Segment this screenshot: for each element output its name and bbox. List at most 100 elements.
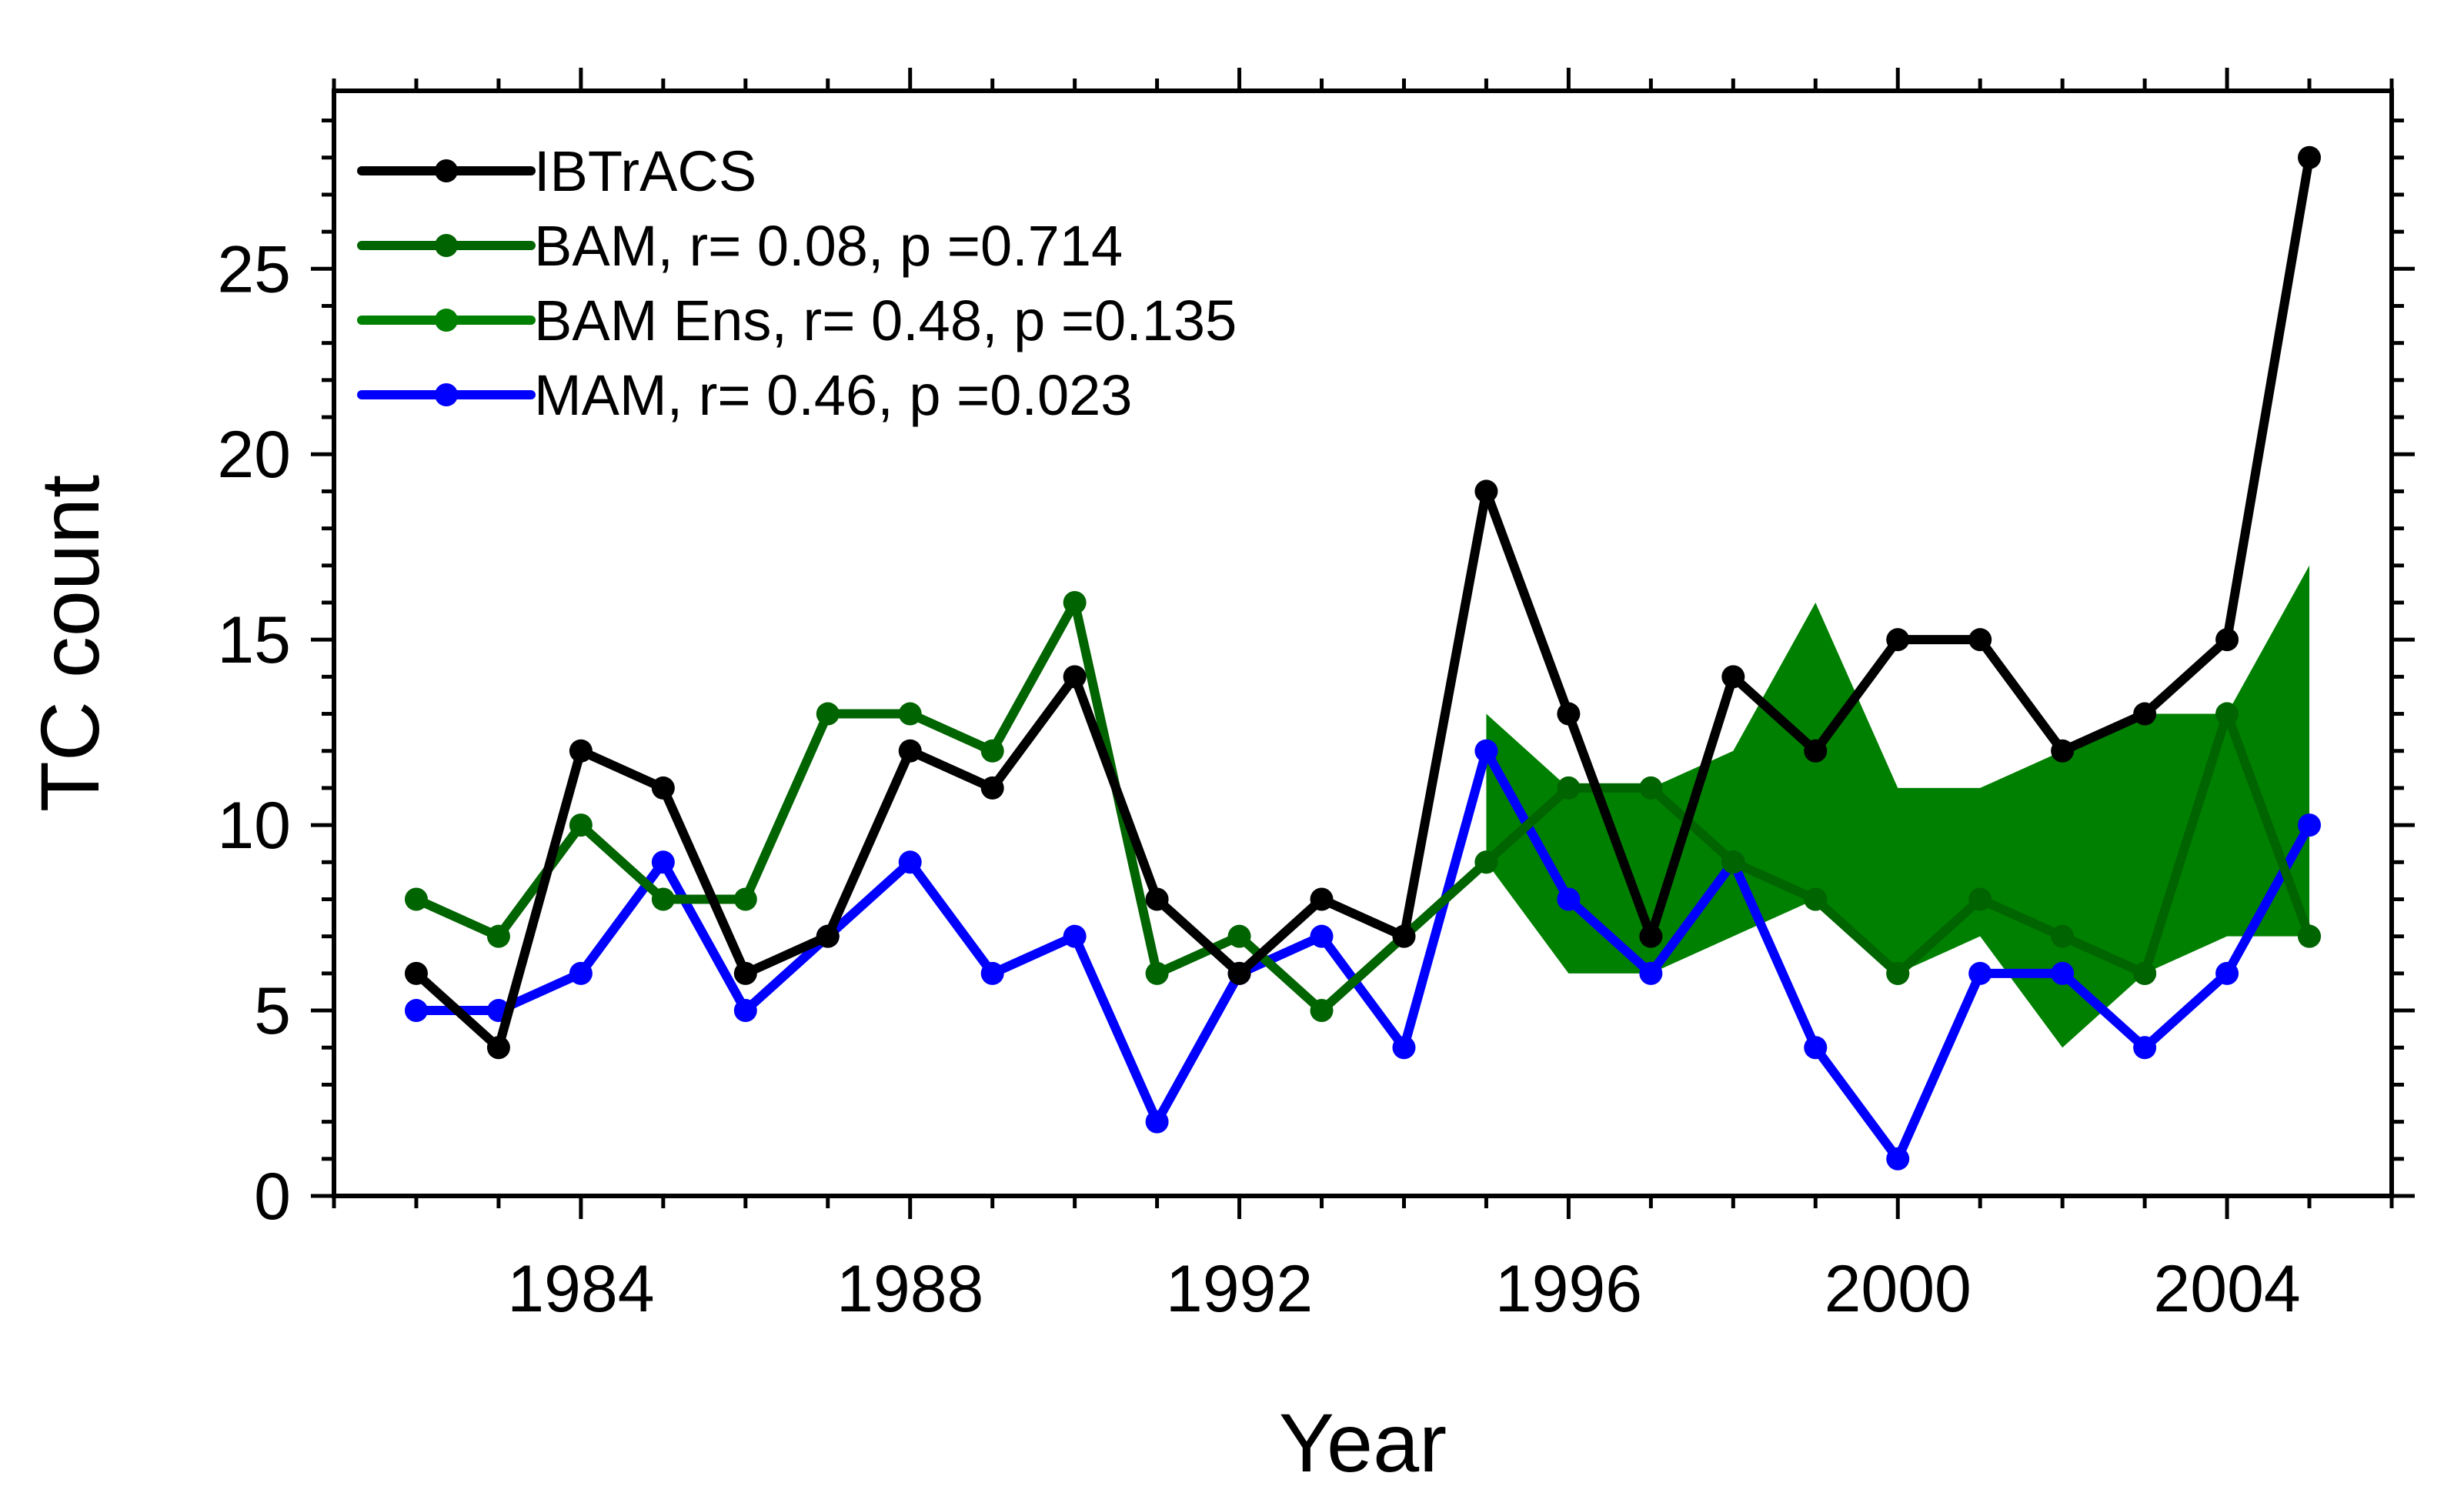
x-axis-title: Year — [1279, 1396, 1447, 1489]
data-point-bam-1996 — [1557, 776, 1581, 800]
data-point-mam-1986 — [733, 999, 757, 1023]
x-tick-label-2004: 2004 — [2153, 1252, 2300, 1326]
series-line-bam — [411, 597, 2315, 1016]
data-point-ibtracs-1992 — [1227, 961, 1251, 985]
legend-item-bam: BAM, r= 0.08, p =0.714 — [357, 214, 1123, 278]
legend-swatch-marker-mam — [435, 383, 458, 406]
data-point-ibtracs-1998 — [1721, 665, 1745, 689]
data-point-ibtracs-1997 — [1639, 924, 1663, 948]
x-tick-label-1984: 1984 — [507, 1252, 654, 1326]
data-point-mam-2005 — [2298, 813, 2322, 837]
data-point-mam-1994 — [1392, 1036, 1416, 1060]
data-point-bam-1983 — [486, 924, 510, 948]
data-point-bam-1991 — [1145, 961, 1169, 985]
data-point-ibtracs-2003 — [2133, 702, 2157, 726]
data-point-mam-2004 — [2215, 961, 2239, 985]
series-ibtracs — [404, 145, 2322, 1060]
data-point-mam-1993 — [1310, 924, 1334, 948]
plot-frame-layer — [332, 89, 2394, 1198]
data-point-ibtracs-1994 — [1392, 924, 1416, 948]
x-tick-label-2000: 2000 — [1825, 1252, 1972, 1326]
data-point-bam-1995 — [1474, 850, 1498, 874]
data-point-bam-2004 — [2215, 702, 2239, 726]
data-point-ibtracs-1995 — [1474, 479, 1498, 503]
data-point-bam-2005 — [2298, 924, 2322, 948]
data-point-mam-1985 — [651, 850, 675, 874]
x-tick-label-1988: 1988 — [836, 1252, 983, 1326]
plot-frame — [332, 89, 2394, 1198]
x-tick-label-1996: 1996 — [1495, 1252, 1642, 1326]
legend-item-ibtracs: IBTrACS — [357, 139, 756, 203]
data-point-bam-1982 — [404, 887, 428, 911]
data-point-ibtracs-1990 — [1063, 665, 1087, 689]
ensemble-spread-layer — [1486, 565, 2310, 1048]
data-point-mam-1989 — [980, 961, 1004, 985]
data-point-bam-1992 — [1227, 924, 1251, 948]
y-tick-label-25: 25 — [217, 232, 291, 306]
data-point-ibtracs-2000 — [1886, 628, 1910, 652]
data-point-bam-1999 — [1804, 887, 1828, 911]
legend-label-bam: BAM, r= 0.08, p =0.714 — [534, 214, 1123, 278]
data-point-ibtracs-1989 — [980, 776, 1004, 800]
legend-item-mam: MAM, r= 0.46, p =0.023 — [357, 363, 1132, 427]
data-point-ibtracs-1996 — [1557, 702, 1581, 726]
y-tick-label-15: 15 — [217, 603, 291, 677]
data-point-ibtracs-1999 — [1804, 739, 1828, 763]
y-tick-label-10: 10 — [217, 789, 291, 863]
data-point-mam-1988 — [898, 850, 922, 874]
data-point-bam-1984 — [569, 813, 593, 837]
data-point-ibtracs-1991 — [1145, 887, 1169, 911]
data-point-mam-2001 — [1968, 961, 1992, 985]
data-point-mam-2000 — [1886, 1147, 1910, 1171]
data-point-bam-1997 — [1639, 776, 1663, 800]
data-point-ibtracs-1985 — [651, 776, 675, 800]
data-point-bam-1998 — [1721, 850, 1745, 874]
data-point-bam-1986 — [733, 887, 757, 911]
data-point-bam-1985 — [651, 887, 675, 911]
legend-swatch-marker-ibtracs — [435, 159, 458, 182]
y-axis-title: TC count — [23, 475, 116, 812]
data-point-ibtracs-2005 — [2298, 145, 2322, 169]
y-tick-label-0: 0 — [254, 1160, 291, 1234]
data-point-bam-1988 — [898, 702, 922, 726]
data-point-ibtracs-1988 — [898, 739, 922, 763]
data-point-mam-1984 — [569, 961, 593, 985]
data-point-ibtracs-1986 — [733, 961, 757, 985]
data-point-ibtracs-1984 — [569, 739, 593, 763]
data-point-mam-1991 — [1145, 1110, 1169, 1134]
data-point-ibtracs-1982 — [404, 961, 428, 985]
data-point-ibtracs-1993 — [1310, 887, 1334, 911]
data-point-ibtracs-2004 — [2215, 628, 2239, 652]
data-point-mam-1990 — [1063, 924, 1087, 948]
data-point-mam-1996 — [1557, 887, 1581, 911]
legend-label-mam: MAM, r= 0.46, p =0.023 — [534, 363, 1132, 427]
tick-layer: 1984 1988 1992 1996 2000 2004 0 5 10 15 20 25 — [217, 68, 2415, 1326]
y-tick-label-20: 20 — [217, 418, 291, 492]
data-point-bam-1993 — [1310, 999, 1334, 1023]
data-point-mam-1997 — [1639, 961, 1663, 985]
data-point-ibtracs-2001 — [1968, 628, 1992, 652]
ensemble-spread-band — [1486, 565, 2310, 1048]
series-line-mam — [411, 746, 2315, 1164]
data-point-ibtracs-2002 — [2051, 739, 2075, 763]
data-point-mam-1995 — [1474, 739, 1498, 763]
legend-swatch-marker-bam-ens — [435, 309, 458, 332]
series-line-ibtracs — [411, 152, 2315, 1053]
data-point-ibtracs-1983 — [486, 1036, 510, 1060]
data-point-bam-2003 — [2133, 961, 2157, 985]
legend-label-bam-ens: BAM Ens, r= 0.48, p =0.135 — [534, 289, 1237, 352]
legend: IBTrACS BAM, r= 0.08, p =0.714 BAM Ens, r=… — [357, 139, 1237, 427]
data-point-bam-2002 — [2051, 924, 2075, 948]
legend-swatch-marker-bam — [435, 234, 458, 257]
data-point-mam-2003 — [2133, 1036, 2157, 1060]
data-point-bam-1987 — [816, 702, 840, 726]
data-point-bam-1989 — [980, 739, 1004, 763]
data-point-mam-1999 — [1804, 1036, 1828, 1060]
data-point-bam-1990 — [1063, 590, 1087, 614]
series-layer — [404, 145, 2322, 1171]
legend-label-ibtracs: IBTrACS — [534, 139, 756, 203]
x-tick-label-1992: 1992 — [1166, 1252, 1313, 1326]
data-point-bam-2000 — [1886, 961, 1910, 985]
data-point-ibtracs-1987 — [816, 924, 840, 948]
